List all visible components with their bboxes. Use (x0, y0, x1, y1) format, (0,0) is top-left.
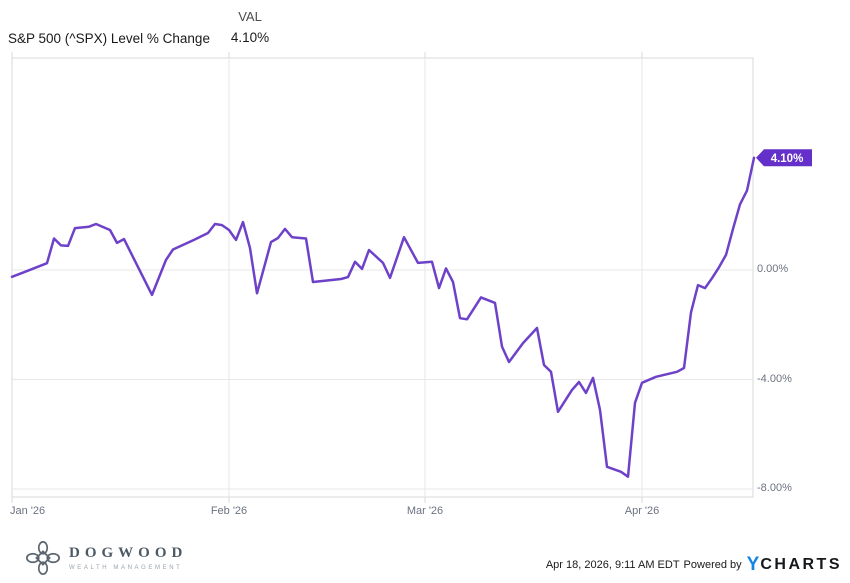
x-axis-label: Apr '26 (624, 505, 660, 517)
powered-by-label: Powered by (683, 559, 742, 571)
y-axis-label: -4.00% (757, 372, 792, 385)
dogwood-knot-icon (26, 541, 60, 575)
chart-title: S&P 500 (^SPX) Level % Change (8, 31, 210, 46)
dogwood-logo: DOGWOOD WEALTH MANAGEMENT (26, 540, 187, 576)
x-axis-label: Jan '26 (10, 505, 46, 517)
val-column: VAL 4.10% (222, 9, 278, 45)
x-axis-label: Feb '26 (210, 505, 248, 517)
chart-attribution: Apr 18, 2026, 9:11 AM EDT Powered by Y C… (546, 554, 842, 576)
end-value-tag (756, 149, 812, 167)
ycharts-logo[interactable]: Y CHARTS (747, 554, 842, 576)
y-axis-label: -8.00% (757, 482, 792, 494)
ycharts-wordmark: CHARTS (760, 556, 842, 573)
dogwood-name: DOGWOOD (69, 545, 188, 561)
val-current-value: 4.10% (230, 30, 270, 45)
val-column-header: VAL (238, 9, 262, 24)
end-value-tag-label: 4.10% (771, 153, 804, 165)
ycharts-y-glyph: Y (746, 554, 761, 575)
y-axis-label: 0.00% (757, 263, 789, 275)
dogwood-subtitle: WEALTH MANAGEMENT (69, 565, 183, 571)
chart-timestamp: Apr 18, 2026, 9:11 AM EDT (545, 559, 680, 571)
price-line (10, 156, 756, 478)
dogwood-wordmark: DOGWOOD WEALTH MANAGEMENT (69, 545, 187, 571)
x-axis-label: Mar '26 (406, 505, 444, 517)
